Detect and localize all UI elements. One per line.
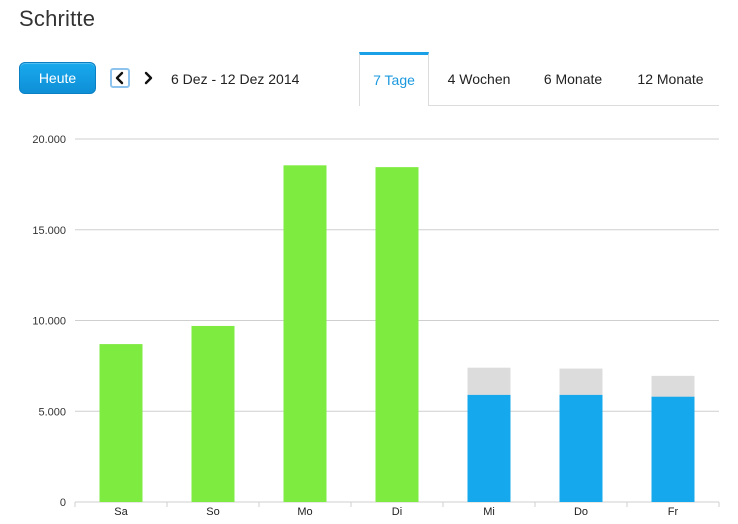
x-tick-label: So (206, 506, 219, 518)
steps-bar-Di (375, 167, 419, 502)
y-tick-label: 15.000 (32, 225, 66, 237)
steps-bar-Mo (283, 165, 327, 502)
page-title: Schritte (19, 6, 96, 31)
y-tick-label: 20.000 (32, 134, 66, 146)
x-tick-label: Sa (114, 506, 128, 518)
date-range-label: 6 Dez - 12 Dez 2014 (171, 71, 300, 87)
x-tick-label: Fr (668, 506, 679, 518)
chevron-right-icon (144, 71, 153, 85)
tabs-divider (359, 105, 719, 106)
x-tick-label: Di (392, 506, 402, 518)
tab-12-monate[interactable]: 12 Monate (637, 71, 704, 87)
next-period-button[interactable] (141, 68, 155, 88)
x-tick-label: Mo (297, 506, 312, 518)
y-tick-label: 10.000 (32, 316, 66, 328)
today-button[interactable]: Heute (19, 62, 96, 94)
projected-bar-Do (559, 394, 603, 502)
previous-period-button[interactable] (110, 68, 130, 88)
projected-bar-Fr (651, 396, 695, 502)
tab-7-tage[interactable]: 7 Tage (359, 52, 429, 106)
tab-6-monate[interactable]: 6 Monate (543, 71, 603, 87)
y-tick-label: 0 (60, 497, 66, 509)
steps-bar-So (191, 325, 235, 502)
x-tick-label: Mi (483, 506, 495, 518)
projected-bar-Mi (467, 394, 511, 502)
y-tick-label: 5.000 (38, 406, 66, 418)
steps-bar-Sa (99, 344, 143, 502)
x-tick-label: Do (574, 506, 588, 518)
chevron-left-icon (115, 71, 124, 85)
tab-4-wochen[interactable]: 4 Wochen (447, 71, 511, 87)
